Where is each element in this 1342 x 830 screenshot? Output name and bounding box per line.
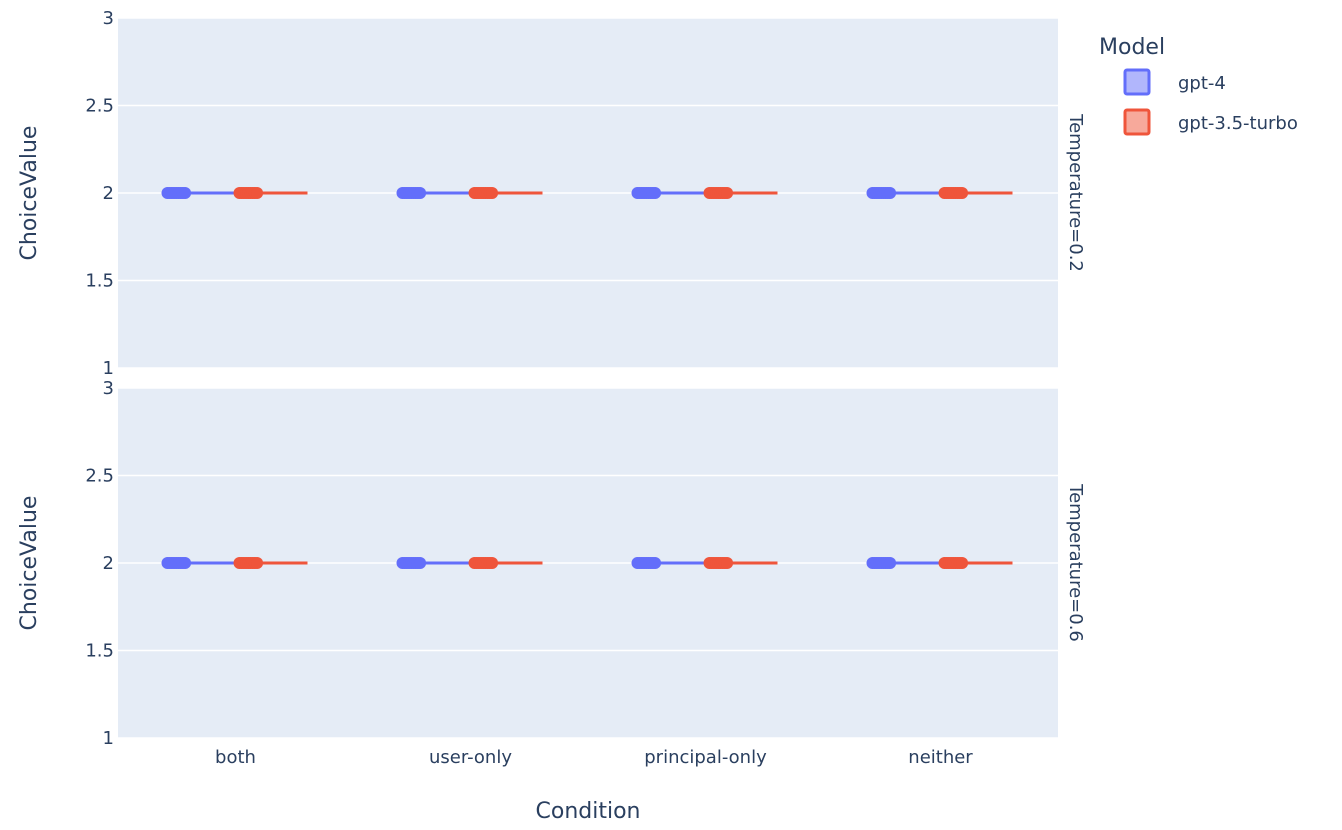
box-gpt-4-principal-only <box>631 557 706 569</box>
legend-swatch-gpt-3.5-turbo <box>1123 108 1151 136</box>
data-point <box>179 187 192 199</box>
x-axis-title: Condition <box>536 799 641 824</box>
box-gpt-4-user-only <box>396 557 471 569</box>
box-gpt-3.5-turbo-neither <box>938 187 1013 199</box>
y-tick-label: 2 <box>103 553 114 574</box>
legend-item-gpt-4[interactable]: gpt-4 <box>1123 68 1226 96</box>
data-point <box>649 187 662 199</box>
data-point <box>721 557 734 569</box>
facet-panel-0: 1 1.5 2 2.5 3 ChoiceValue Temperature=0.2 <box>17 8 1086 379</box>
box-gpt-3.5-turbo-principal-only <box>703 187 778 199</box>
data-point <box>721 187 734 199</box>
box-gpt-4-both <box>161 557 236 569</box>
data-point <box>649 557 662 569</box>
box-gpt-3.5-turbo-both <box>233 557 308 569</box>
data-point <box>414 187 427 199</box>
box-gpt-4-user-only <box>396 187 471 199</box>
box-gpt-3.5-turbo-neither <box>938 557 1013 569</box>
y-tick-label: 1 <box>103 728 114 749</box>
y-tick-label: 2 <box>103 183 114 204</box>
data-point <box>486 187 499 199</box>
legend-item-gpt-3.5-turbo[interactable]: gpt-3.5-turbo <box>1123 108 1298 136</box>
y-axis-title: ChoiceValue <box>17 126 42 261</box>
x-tick-label: both <box>215 747 256 768</box>
y-tick-label: 1 <box>103 358 114 379</box>
box-gpt-4-neither <box>866 187 941 199</box>
box-gpt-3.5-turbo-user-only <box>468 557 543 569</box>
y-axis-title: ChoiceValue <box>17 496 42 631</box>
data-point <box>414 557 427 569</box>
y-tick-label: 1.5 <box>85 271 114 292</box>
data-point <box>486 557 499 569</box>
data-point <box>956 187 969 199</box>
data-point <box>179 557 192 569</box>
y-tick-label: 2.5 <box>85 466 114 487</box>
data-point <box>251 187 264 199</box>
data-point <box>956 557 969 569</box>
facet-label: Temperature=0.6 <box>1065 483 1086 642</box>
y-tick-label: 3 <box>103 8 114 29</box>
y-tick-label: 1.5 <box>85 641 114 662</box>
legend-label-gpt-3.5-turbo: gpt-3.5-turbo <box>1178 113 1298 134</box>
y-tick-label: 2.5 <box>85 96 114 117</box>
box-gpt-3.5-turbo-user-only <box>468 187 543 199</box>
legend-title: Model <box>1099 35 1165 60</box>
x-tick-label: neither <box>908 747 973 768</box>
y-tick-label: 3 <box>103 378 114 399</box>
box-gpt-4-both <box>161 187 236 199</box>
legend-label-gpt-4: gpt-4 <box>1178 73 1226 94</box>
data-point <box>251 557 264 569</box>
box-gpt-4-neither <box>866 557 941 569</box>
data-point <box>884 187 897 199</box>
box-gpt-4-principal-only <box>631 187 706 199</box>
box-gpt-3.5-turbo-both <box>233 187 308 199</box>
facet-label: Temperature=0.2 <box>1065 113 1086 272</box>
legend-swatch-gpt-4 <box>1123 68 1151 96</box>
data-point <box>884 557 897 569</box>
box-gpt-3.5-turbo-principal-only <box>703 557 778 569</box>
x-tick-label: principal-only <box>644 747 767 768</box>
facet-panel-1: 1 1.5 2 2.5 3 ChoiceValue Temperature=0.6 <box>17 378 1086 749</box>
x-tick-label: user-only <box>429 747 512 768</box>
